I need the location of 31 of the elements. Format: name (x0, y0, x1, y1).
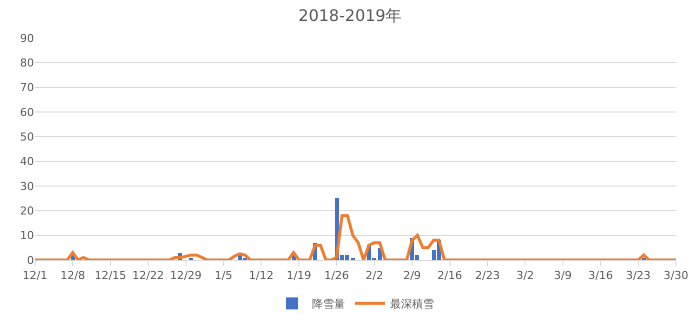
x-tick-label: 3/23 (626, 269, 651, 282)
x-tick-label: 1/12 (248, 269, 274, 282)
y-tick-label: 50 (20, 130, 34, 144)
x-tick-label: 3/9 (554, 269, 572, 282)
x-tick-label: 2/16 (437, 269, 462, 282)
y-tick-label: 30 (20, 180, 34, 193)
x-tick-label: 3/30 (664, 269, 688, 282)
y-tick-label: 70 (20, 81, 34, 94)
x-tick-label: 2/9 (403, 269, 421, 282)
x-tick-label: 12/22 (132, 269, 164, 282)
x-tick-label: 12/1 (22, 269, 48, 282)
x-tick-label: 3/16 (588, 269, 613, 282)
y-tick-label: 90 (20, 32, 34, 45)
y-tick-label: 10 (20, 229, 34, 242)
legend-label: 最深積雪 (390, 298, 434, 311)
x-tick-label: 2/2 (366, 269, 384, 282)
x-tick-label: 12/29 (170, 269, 202, 282)
x-tick-label: 12/8 (60, 269, 86, 282)
chart-title: 2018-2019年 (298, 6, 402, 26)
y-tick-label: 60 (20, 106, 34, 119)
x-tick-label: 2/23 (475, 269, 500, 282)
y-tick-label: 0 (27, 254, 34, 267)
y-tick-label: 20 (20, 204, 34, 218)
x-tick-label: 1/26 (324, 269, 349, 282)
y-tick-label: 80 (20, 56, 34, 70)
x-tick-label: 12/15 (94, 269, 126, 282)
x-tick-label: 1/5 (214, 269, 232, 282)
legend-label: 降雪量 (312, 298, 345, 311)
x-tick-label: 1/19 (286, 269, 312, 282)
x-tick-label: 3/2 (516, 269, 534, 282)
y-tick-label: 40 (20, 155, 34, 168)
